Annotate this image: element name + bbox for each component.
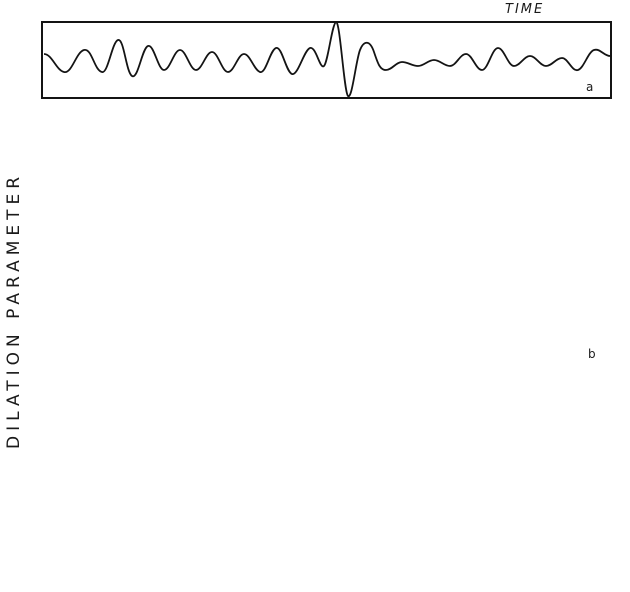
panel-a-signal	[41, 21, 612, 99]
time-axis-label: TIME	[505, 2, 545, 17]
panel-b-label: b	[588, 347, 596, 361]
panel-a-frame	[41, 21, 612, 99]
signal-waveform	[43, 21, 611, 97]
panel-a-label: a	[586, 80, 594, 94]
dilation-parameter-axis-label: DILATION PARAMETER	[4, 171, 24, 449]
